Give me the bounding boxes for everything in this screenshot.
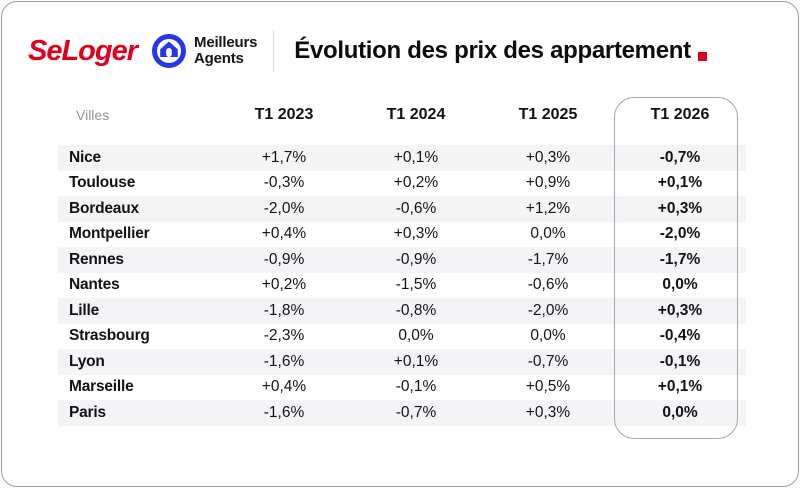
city-cell: Strasbourg [69,327,150,345]
value-cell-t1-2025: +0,3% [525,148,571,166]
meilleursagents-line1: Meilleurs [194,34,258,51]
city-cell: Nice [69,148,101,166]
value-cell-t1-2023: +0,4% [261,225,307,243]
value-cell-t1-2025: +1,2% [525,199,571,217]
table-row: Rennes -0,9% -0,9% -1,7% -1,7% [58,247,746,273]
column-header-villes: Villes [76,107,110,123]
value-cell-t1-2023: -2,3% [263,327,305,345]
meilleursagents-line2: Agents [194,50,244,67]
value-cell-t1-2024: +0,2% [393,174,439,192]
value-cell-t1-2025: -0,6% [527,276,569,294]
value-cell-t1-2024: -1,5% [395,276,437,294]
column-header-t1-2026: T1 2026 [650,106,710,123]
city-cell: Marseille [69,378,134,396]
seloger-logo: SeLoger [28,34,138,67]
value-cell-t1-2023: -0,9% [263,250,305,268]
city-cell: Montpellier [69,225,150,243]
house-in-circle-icon [151,33,187,69]
table-row: Nice +1,7% +0,1% +0,3% -0,7% [58,145,746,171]
column-header-t1-2023: T1 2023 [254,106,314,123]
value-cell-t1-2025: +0,3% [525,403,571,421]
value-cell-t1-2024: -0,8% [395,301,437,319]
value-cell-t1-2024: -0,1% [395,378,437,396]
city-cell: Lyon [69,352,105,370]
table-body: Nice +1,7% +0,1% +0,3% -0,7% Toulouse -0… [58,145,746,426]
value-cell-t1-2024: +0,3% [393,225,439,243]
value-cell-t1-2026: +0,1% [657,378,703,396]
value-cell-t1-2024: 0,0% [398,327,434,345]
city-cell: Paris [69,403,106,421]
value-cell-t1-2023: +1,7% [261,148,307,166]
city-cell: Nantes [69,276,120,294]
city-cell: Rennes [69,250,124,268]
value-cell-t1-2023: -1,6% [263,352,305,370]
value-cell-t1-2025: -2,0% [527,301,569,319]
value-cell-t1-2024: -0,7% [395,403,437,421]
column-header-t1-2024: T1 2024 [386,106,446,123]
table-row: Lille -1,8% -0,8% -2,0% +0,3% [58,298,746,324]
value-cell-t1-2024: -0,9% [395,250,437,268]
table-row: Nantes +0,2% -1,5% -0,6% 0,0% [58,273,746,299]
value-cell-t1-2025: 0,0% [530,327,566,345]
value-cell-t1-2024: -0,6% [395,199,437,217]
value-cell-t1-2024: +0,1% [393,148,439,166]
value-cell-t1-2026: 0,0% [662,403,698,421]
value-cell-t1-2026: -2,0% [659,225,701,243]
value-cell-t1-2025: +0,9% [525,174,571,192]
column-header-t1-2025: T1 2025 [518,106,578,123]
value-cell-t1-2026: +0,3% [657,199,703,217]
header: SeLoger Meilleurs Agents Évolution des p… [2,2,798,76]
table-row: Marseille +0,4% -0,1% +0,5% +0,1% [58,375,746,401]
price-evolution-table: Villes T1 2023 T1 2024 T1 2025 T1 2026 N… [58,97,746,439]
value-cell-t1-2023: -0,3% [263,174,305,192]
city-cell: Bordeaux [69,199,139,217]
value-cell-t1-2025: +0,5% [525,378,571,396]
value-cell-t1-2026: -0,1% [659,352,701,370]
value-cell-t1-2023: -2,0% [263,199,305,217]
title-wrap: Évolution des prix des appartement [294,37,707,65]
table-row: Lyon -1,6% +0,1% -0,7% -0,1% [58,349,746,375]
meilleursagents-logo: Meilleurs Agents [151,33,257,69]
value-cell-t1-2023: -1,6% [263,403,305,421]
value-cell-t1-2023: -1,8% [263,301,305,319]
accent-dot-icon [697,51,707,61]
value-cell-t1-2026: -0,7% [659,148,701,166]
value-cell-t1-2026: +0,3% [657,301,703,319]
value-cell-t1-2023: +0,4% [261,378,307,396]
value-cell-t1-2024: +0,1% [393,352,439,370]
value-cell-t1-2026: 0,0% [662,276,698,294]
table-row: Bordeaux -2,0% -0,6% +1,2% +0,3% [58,196,746,222]
value-cell-t1-2023: +0,2% [261,276,307,294]
city-cell: Lille [69,301,100,319]
value-cell-t1-2026: -0,4% [659,327,701,345]
table-row: Paris -1,6% -0,7% +0,3% 0,0% [58,400,746,426]
value-cell-t1-2026: -1,7% [659,250,701,268]
value-cell-t1-2025: -1,7% [527,250,569,268]
table-row: Toulouse -0,3% +0,2% +0,9% +0,1% [58,171,746,197]
header-divider [273,30,275,72]
page-title: Évolution des prix des appartement [294,37,691,64]
city-cell: Toulouse [69,174,136,192]
meilleursagents-label: Meilleurs Agents [194,35,257,67]
table-row: Strasbourg -2,3% 0,0% 0,0% -0,4% [58,324,746,350]
value-cell-t1-2025: -0,7% [527,352,569,370]
value-cell-t1-2025: 0,0% [530,225,566,243]
value-cell-t1-2026: +0,1% [657,174,703,192]
table-header-row: Villes T1 2023 T1 2024 T1 2025 T1 2026 [58,97,746,133]
table-row: Montpellier +0,4% +0,3% 0,0% -2,0% [58,222,746,248]
